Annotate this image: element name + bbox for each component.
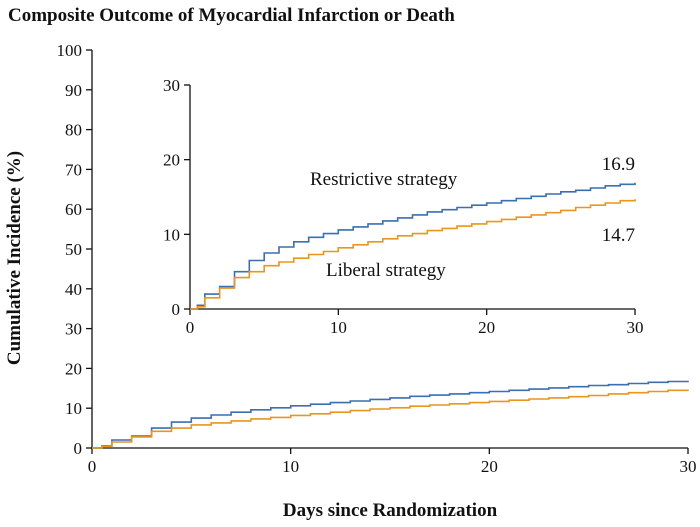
main-y-tick-label: 50	[65, 240, 82, 259]
inset-axes: 0 10 20 30 0 10 20 30	[163, 76, 644, 337]
main-y-tick-label: 40	[65, 280, 82, 299]
inset-label-liberal: Liberal strategy	[326, 260, 446, 281]
inset-y-tick-label: 20	[163, 151, 180, 170]
main-y-tick-label: 90	[65, 81, 82, 100]
inset-plot-area	[190, 182, 636, 310]
inset-y-tick-label: 30	[163, 76, 180, 95]
main-series-line-restrictive	[92, 380, 689, 449]
inset-y-tick-label: 10	[163, 225, 180, 244]
inset-x-tick-label: 10	[330, 318, 347, 337]
inset-x-tick-label: 30	[627, 318, 644, 337]
main-plot-area	[92, 380, 689, 449]
x-axis-title: Days since Randomization	[283, 500, 498, 521]
inset-chart: 0 10 20 30 0 10 20 30 Restrictive strategy Libe…	[163, 76, 644, 337]
main-series-line-liberal	[92, 389, 689, 449]
main-x-tick-label: 10	[282, 457, 299, 476]
inset-y-tick-label: 0	[172, 300, 181, 319]
main-x-tick-label: 0	[88, 457, 97, 476]
main-y-tick-label: 10	[65, 399, 82, 418]
main-y-tick-label: 20	[65, 359, 82, 378]
inset-label-restrictive: Restrictive strategy	[310, 169, 458, 190]
main-x-tick-label: 20	[481, 457, 498, 476]
inset-series-line-liberal	[190, 199, 636, 310]
chart-title: Composite Outcome of Myocardial Infarcti…	[8, 5, 455, 26]
inset-end-value-restrictive: 16.9	[602, 154, 635, 175]
main-y-tick-label: 0	[74, 439, 83, 458]
inset-x-tick-label: 0	[186, 318, 195, 337]
main-y-tick-label: 70	[65, 160, 82, 179]
inset-end-value-liberal: 14.7	[602, 225, 635, 246]
main-y-tick-label: 80	[65, 121, 82, 140]
inset-series-line-restrictive	[190, 182, 636, 310]
main-x-tick-label: 30	[680, 457, 697, 476]
main-y-tick-label: 30	[65, 320, 82, 339]
y-axis-title: Cumulative Incidence (%)	[4, 151, 25, 365]
main-y-tick-label: 100	[57, 41, 83, 60]
main-y-tick-label: 60	[65, 200, 82, 219]
inset-x-tick-label: 20	[478, 318, 495, 337]
